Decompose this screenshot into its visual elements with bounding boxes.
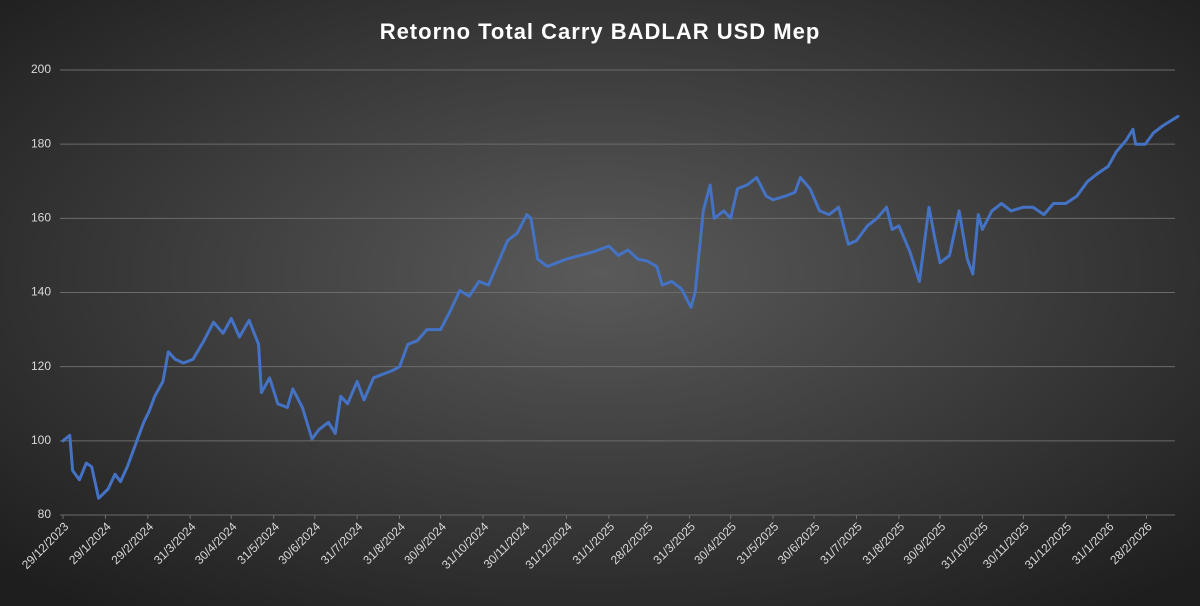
y-tick-label: 140 <box>31 285 51 299</box>
y-tick-label: 200 <box>31 62 51 76</box>
y-tick-label: 180 <box>31 136 51 150</box>
chart-title: Retorno Total Carry BADLAR USD Mep <box>380 19 821 44</box>
data-line <box>61 114 1180 500</box>
y-tick-label: 100 <box>31 433 51 447</box>
y-tick-label: 120 <box>31 359 51 373</box>
y-tick-label: 80 <box>38 507 52 521</box>
y-tick-label: 160 <box>31 211 51 225</box>
